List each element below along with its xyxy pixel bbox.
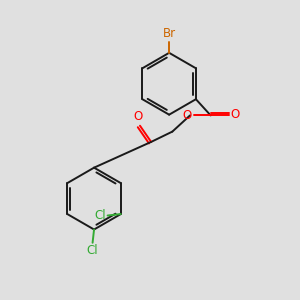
Text: O: O bbox=[133, 110, 142, 123]
Text: O: O bbox=[230, 108, 240, 121]
Text: O: O bbox=[182, 109, 191, 122]
Text: Cl: Cl bbox=[87, 244, 98, 257]
Text: Cl: Cl bbox=[94, 209, 106, 222]
Text: Br: Br bbox=[163, 28, 176, 40]
